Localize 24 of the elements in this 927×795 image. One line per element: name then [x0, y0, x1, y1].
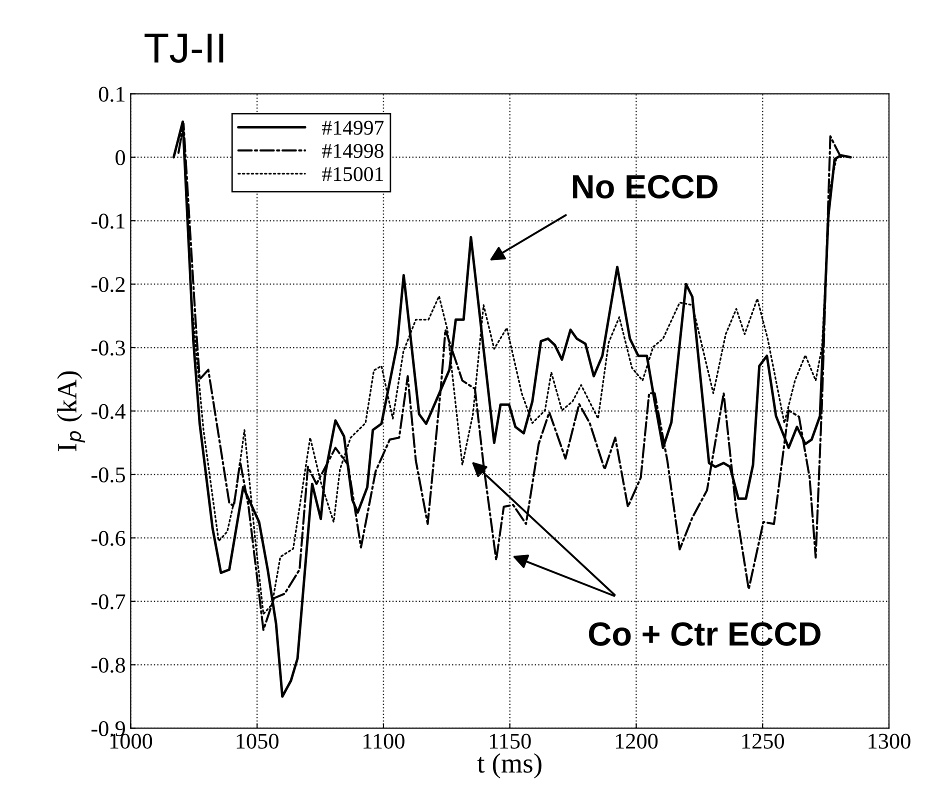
y-tick-label: -0.8 — [91, 658, 125, 673]
legend-label: #14997 — [322, 120, 384, 135]
y-tick-label: -0.4 — [91, 404, 126, 420]
y-tick-label: -0.6 — [91, 530, 126, 546]
y-tick-label: 0 — [116, 150, 125, 166]
y-axis-title: I$_{p}$ (kA) — [57, 371, 85, 452]
x-tick-label: 1150 — [490, 734, 531, 749]
annotation: No ECCD — [572, 174, 718, 199]
x-tick-label: 1200 — [616, 734, 658, 749]
x-tick-label: 1050 — [236, 734, 278, 749]
y-tick-label: -0.2 — [91, 277, 125, 292]
y-tick-label: -0.7 — [91, 594, 126, 610]
annotation: Co + Ctr ECCD — [588, 622, 820, 646]
chart-title: TJ-II — [144, 34, 224, 63]
y-tick-label: 0.1 — [98, 86, 125, 102]
legend-label: #15001 — [322, 167, 383, 182]
y-tick-label: -0.5 — [91, 467, 125, 482]
x-tick-label: 1250 — [742, 734, 784, 749]
x-tick-label: 1300 — [868, 734, 910, 749]
y-tick-label: -0.1 — [91, 214, 125, 229]
y-tick-label: -0.3 — [91, 340, 125, 356]
x-axis-title: t (ms) — [477, 753, 542, 778]
x-tick-label: 1100 — [364, 734, 404, 749]
legend-label: #14998 — [322, 144, 384, 158]
